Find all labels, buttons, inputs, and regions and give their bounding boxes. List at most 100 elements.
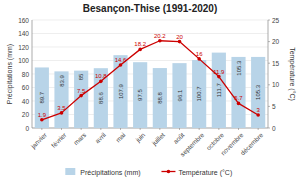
bar-label: 100.7	[196, 86, 202, 102]
line-label: 10.8	[95, 73, 107, 79]
bar-label: 88.8	[157, 92, 163, 104]
line-marker	[217, 75, 221, 79]
chart: Besançon-Thise (1991-2020)02040608010012…	[0, 0, 300, 180]
y-tick-label: 40	[22, 98, 30, 105]
x-tick-label: août	[172, 131, 186, 145]
data-labels: 89.783.98588.6107.997.588.896.1100.7111.…	[38, 33, 262, 118]
y-tick-label: 60	[22, 84, 30, 91]
y2-axis-label: Température (°C)	[288, 47, 296, 101]
line-marker	[197, 57, 201, 61]
line-marker	[256, 113, 260, 117]
line-marker	[178, 40, 182, 44]
line-marker	[237, 102, 241, 106]
y2-axis	[268, 20, 269, 128]
x-tick-label: décembre	[239, 131, 265, 157]
bar	[54, 71, 68, 128]
y-tick-label: 140	[18, 30, 29, 37]
x-tick	[218, 128, 219, 130]
x-tick	[140, 128, 141, 130]
y2-tick-label: 15	[272, 60, 280, 67]
x-tick-label: juillet	[150, 131, 167, 148]
grid-line	[32, 47, 268, 48]
x-tick	[61, 128, 62, 130]
legend-swatch	[65, 168, 75, 175]
line-label: 16	[196, 51, 203, 57]
x-tick	[258, 128, 259, 130]
x-tick-label: janvier	[29, 131, 49, 151]
grid-line	[32, 20, 268, 21]
x-tick-label: mars	[72, 131, 88, 147]
line-label: 11.9	[213, 69, 225, 75]
line-marker	[60, 111, 64, 115]
line-label: 7.5	[77, 88, 86, 94]
title: Besançon-Thise (1991-2020)	[83, 3, 218, 14]
y-tick-label: 80	[22, 71, 30, 78]
bar	[231, 57, 245, 128]
y-tick-label: 100	[18, 57, 29, 64]
x-tick	[179, 128, 180, 130]
bar	[35, 67, 49, 128]
line-label: 5.7	[234, 95, 243, 101]
bar-label: 83.9	[59, 74, 65, 86]
bar-label: 96.1	[177, 89, 183, 101]
y2-tick-label: 0	[272, 125, 276, 132]
x-tick-label: juin	[133, 131, 147, 145]
legend-marker	[167, 170, 171, 174]
y-tick-label: 20	[22, 111, 30, 118]
line-label: 3	[256, 107, 260, 113]
x-tick	[100, 128, 101, 130]
x-tick-label: mai	[114, 131, 126, 143]
bar-label: 85	[78, 73, 84, 80]
y-axis	[32, 20, 33, 128]
line-label: 20	[176, 34, 183, 40]
grid-line	[32, 33, 268, 34]
y-tick-label: 120	[18, 44, 29, 51]
x-tick	[159, 128, 160, 130]
legend-label: Précipitations (mm)	[80, 169, 140, 177]
x-tick-label: septembre	[179, 131, 207, 159]
line	[42, 41, 258, 120]
line-label: 3.5	[57, 105, 66, 111]
line-label: 14.6	[115, 57, 127, 63]
line-marker	[79, 94, 83, 98]
y2-tick-label: 10	[272, 81, 280, 88]
plot-area	[35, 39, 265, 128]
y2-tick-label: 20	[272, 38, 280, 45]
bar-label: 88.6	[98, 92, 104, 104]
bar-label: 105.3	[236, 60, 242, 76]
line-label: 1.9	[38, 112, 47, 118]
line-marker	[99, 80, 103, 84]
line-marker	[158, 39, 162, 43]
bar	[133, 62, 147, 128]
bar	[192, 60, 206, 128]
legend-label: Température (°C)	[178, 169, 232, 177]
legend: Précipitations (mm) Température (°C)	[65, 168, 232, 177]
bar-label: 107.9	[118, 83, 124, 99]
line-marker	[138, 48, 142, 52]
bar-label: 97.5	[137, 89, 143, 101]
bar	[251, 57, 265, 128]
bar-label: 105.3	[255, 84, 261, 100]
x-tick	[81, 128, 82, 130]
line-label: 18.2	[134, 41, 146, 47]
x-tick-label: février	[50, 131, 68, 149]
bar	[172, 63, 186, 128]
bar	[113, 55, 127, 128]
x-tick	[41, 128, 42, 130]
y-axis-label: Précipitations (mm)	[6, 44, 14, 104]
x-tick	[199, 128, 200, 130]
x-tick	[120, 128, 121, 130]
bar-label: 111.7	[216, 83, 222, 98]
x-tick-label: avril	[94, 131, 108, 145]
bar	[212, 53, 226, 128]
bar	[153, 68, 167, 128]
y-tick-label: 160	[18, 17, 29, 24]
line-marker	[40, 118, 44, 122]
bar	[94, 68, 108, 128]
line-label: 20.2	[154, 33, 166, 39]
x-tick	[238, 128, 239, 130]
y-tick-label: 0	[25, 125, 29, 132]
line-marker	[119, 63, 123, 67]
y2-tick-label: 25	[272, 17, 280, 24]
grid	[32, 20, 268, 128]
